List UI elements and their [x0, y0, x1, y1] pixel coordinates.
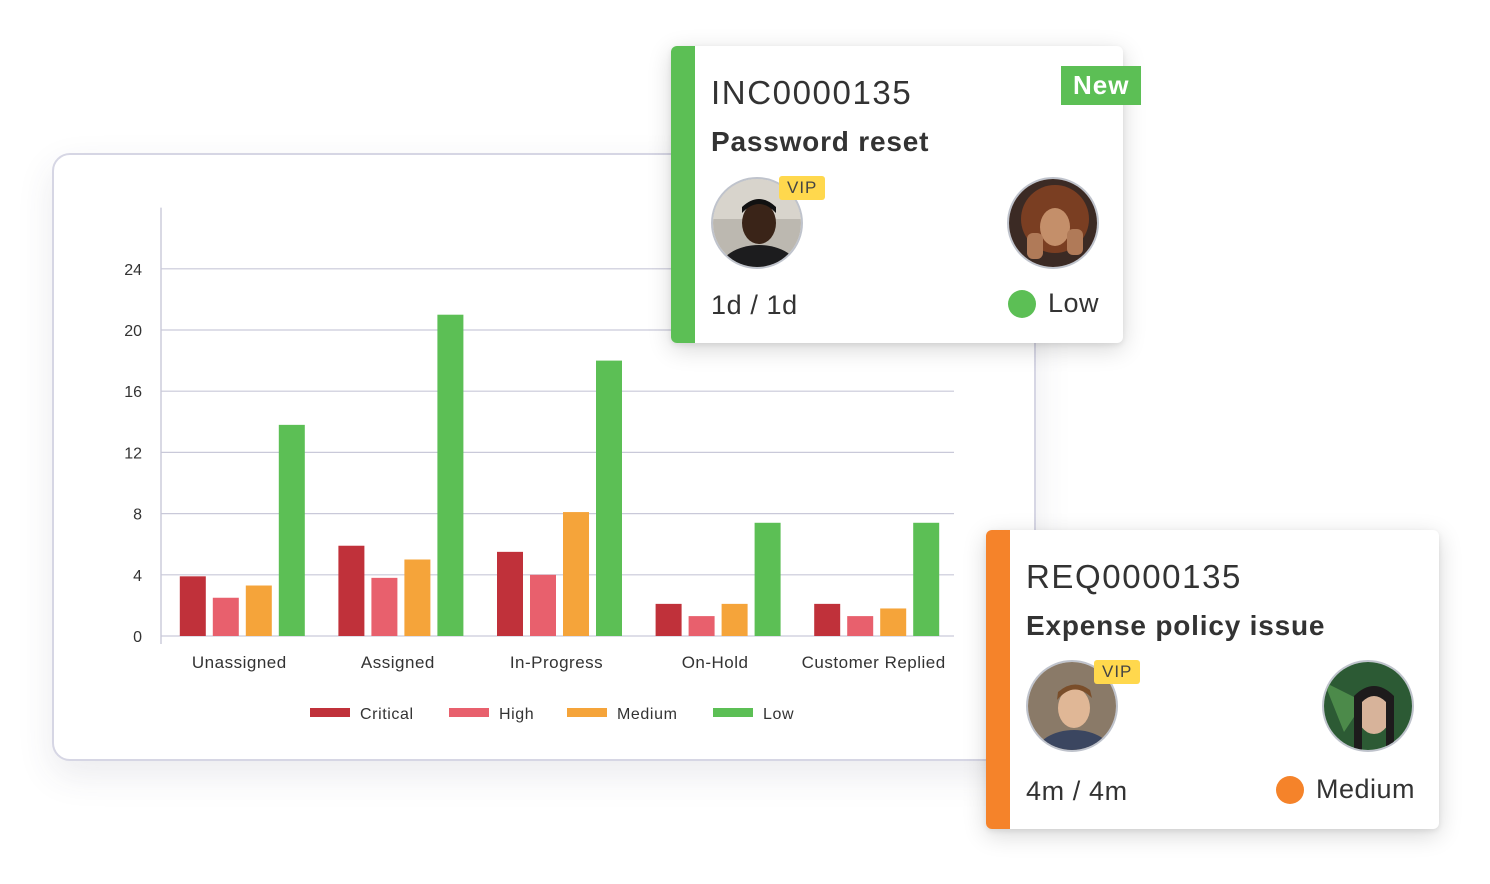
y-tick-label: 12 [124, 445, 142, 462]
y-tick-label: 0 [133, 629, 142, 646]
bar-critical-unassigned[interactable] [179, 576, 206, 636]
y-tick-label: 24 [124, 262, 142, 279]
bar-medium-assigned[interactable] [404, 559, 431, 637]
legend-label-critical[interactable]: Critical [360, 706, 414, 723]
priority-label: Medium [1315, 774, 1415, 804]
ticket-card-incident[interactable]: New INC0000135 Password reset VIP 1d / 1… [671, 46, 1142, 343]
sla-time: 1d / 1d [711, 290, 798, 320]
legend-label-low[interactable]: Low [763, 706, 794, 723]
bar-low-on-hold[interactable] [754, 522, 781, 636]
priority-indicator: Medium [1275, 774, 1415, 805]
y-tick-label: 8 [133, 507, 142, 524]
x-category-label: Assigned [361, 653, 435, 672]
ticket-title: Password reset [711, 126, 930, 157]
x-category-label: On-Hold [682, 653, 749, 672]
legend-swatch-medium[interactable] [567, 708, 607, 717]
ticket-card-request[interactable]: REQ0000135 Expense policy issue VIP 4m /… [986, 530, 1439, 829]
priority-label: Low [1047, 288, 1099, 318]
priority-dot-icon [1007, 289, 1036, 318]
bar-low-in-progress[interactable] [596, 360, 622, 636]
priority-strip [671, 46, 695, 343]
bar-medium-in-progress[interactable] [563, 512, 589, 636]
bar-critical-in-progress[interactable] [497, 551, 523, 636]
legend-label-medium[interactable]: Medium [617, 706, 678, 723]
x-category-label: Unassigned [192, 653, 287, 672]
bar-medium-on-hold[interactable] [721, 603, 748, 636]
vip-badge: VIP [779, 176, 826, 200]
y-tick-label: 4 [133, 568, 142, 585]
bar-high-customer-replied[interactable] [847, 616, 874, 636]
bar-high-on-hold[interactable] [688, 616, 715, 636]
bar-high-in-progress[interactable] [530, 574, 556, 636]
ticket-id[interactable]: INC0000135 [711, 74, 913, 111]
vip-badge: VIP [1094, 660, 1141, 684]
legend-label-high[interactable]: High [499, 706, 534, 723]
legend-swatch-high[interactable] [449, 708, 489, 717]
legend-swatch-critical[interactable] [310, 708, 350, 717]
ticket-title: Expense policy issue [1026, 610, 1326, 641]
priority-indicator: Low [1007, 288, 1099, 319]
legend-swatch-low[interactable] [713, 708, 753, 717]
assignee-avatar[interactable] [1322, 660, 1414, 752]
y-tick-label: 20 [124, 323, 142, 340]
bar-critical-on-hold[interactable] [655, 603, 682, 636]
bar-high-assigned[interactable] [371, 577, 398, 636]
x-category-label: In-Progress [510, 653, 603, 672]
assignee-avatar[interactable] [1007, 177, 1099, 269]
sla-time: 4m / 4m [1026, 776, 1128, 806]
bar-critical-customer-replied[interactable] [814, 603, 841, 636]
bar-low-customer-replied[interactable] [913, 522, 940, 636]
priority-strip [986, 530, 1010, 829]
new-badge: New [1061, 66, 1142, 105]
bar-high-unassigned[interactable] [212, 597, 239, 636]
ticket-id[interactable]: REQ0000135 [1026, 558, 1242, 595]
bar-medium-customer-replied[interactable] [880, 608, 907, 636]
priority-dot-icon [1275, 775, 1304, 804]
y-tick-label: 16 [124, 384, 142, 401]
bar-critical-assigned[interactable] [338, 545, 365, 636]
bar-medium-unassigned[interactable] [245, 585, 272, 636]
x-category-label: Customer Replied [802, 653, 946, 672]
bar-low-assigned[interactable] [437, 314, 464, 636]
bar-low-unassigned[interactable] [278, 424, 305, 636]
